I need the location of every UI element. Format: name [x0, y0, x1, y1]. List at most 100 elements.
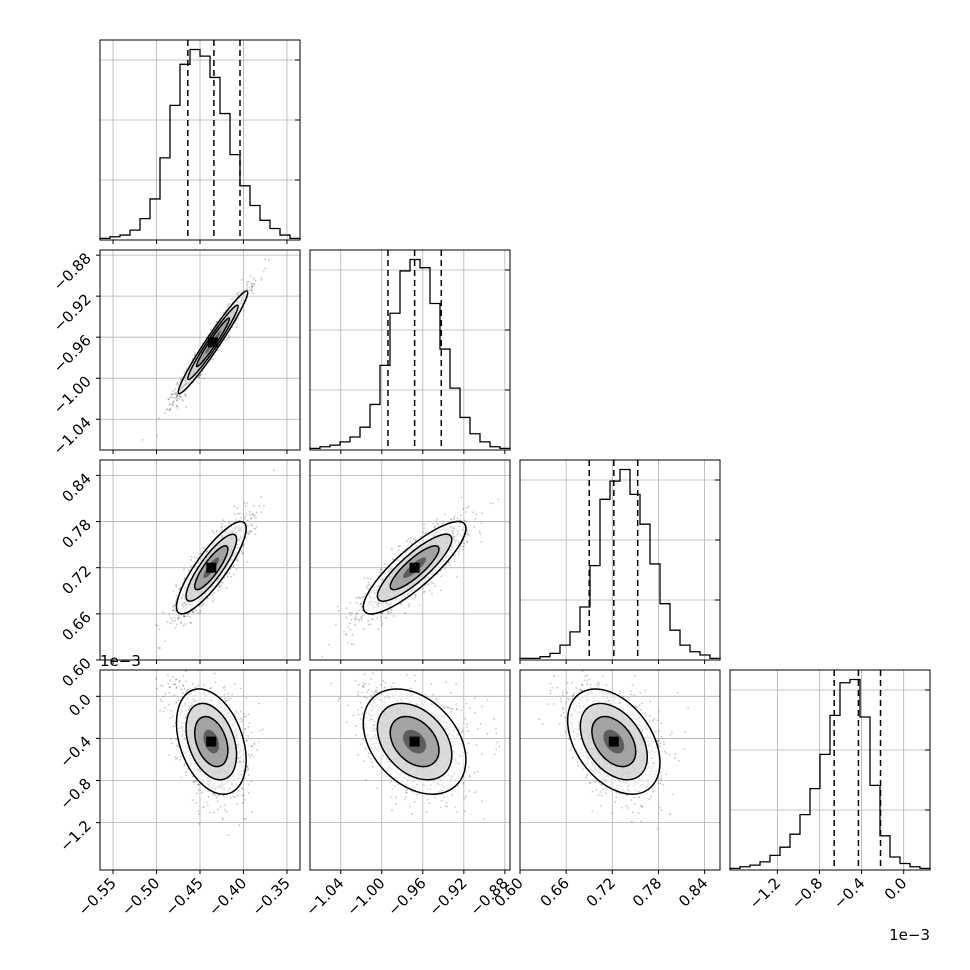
- sample-point: [414, 594, 417, 596]
- sample-point: [182, 624, 185, 627]
- sample-point: [423, 523, 426, 526]
- sample-point: [171, 393, 174, 395]
- sample-point: [351, 633, 354, 636]
- sample-point: [184, 394, 187, 397]
- density-peak: [208, 337, 218, 348]
- sample-point: [267, 259, 270, 261]
- sample-point: [175, 383, 178, 386]
- sample-point: [167, 398, 170, 401]
- sample-point: [354, 618, 356, 621]
- sample-point: [434, 525, 437, 528]
- sample-point: [176, 399, 179, 401]
- sample-point: [351, 611, 353, 614]
- sample-point: [224, 525, 227, 528]
- scatter-panel-1-2: [309, 459, 511, 664]
- sample-point: [158, 628, 161, 631]
- sample-point: [440, 575, 442, 578]
- sample-point: [203, 684, 205, 687]
- sample-point: [384, 616, 387, 619]
- sample-point: [199, 610, 202, 612]
- sample-point: [183, 765, 186, 767]
- sample-point: [344, 633, 347, 635]
- sample-point: [172, 605, 175, 607]
- sample-point: [371, 618, 373, 621]
- sample-point: [431, 592, 433, 595]
- sample-point: [357, 596, 360, 599]
- sample-point: [248, 532, 251, 535]
- sample-point: [183, 614, 186, 617]
- scatter-panel-frame: [99, 249, 301, 451]
- sample-point: [178, 395, 181, 397]
- sample-point: [231, 298, 233, 301]
- sample-point: [390, 611, 392, 614]
- sample-point: [355, 616, 357, 618]
- sample-point: [159, 684, 162, 687]
- sample-point: [190, 621, 192, 624]
- sample-point: [432, 522, 434, 525]
- sample-point: [176, 394, 178, 397]
- sample-point: [246, 530, 249, 533]
- sample-point: [367, 581, 370, 584]
- sample-point: [354, 624, 357, 626]
- sample-point: [364, 593, 367, 595]
- sample-point: [447, 561, 450, 564]
- sample-point: [237, 317, 239, 320]
- sample-point: [362, 627, 365, 630]
- sample-point: [235, 326, 238, 328]
- sample-point: [250, 284, 253, 286]
- sample-point: [233, 505, 236, 508]
- sample-point: [255, 511, 258, 514]
- sample-point: [172, 397, 175, 400]
- sample-point: [176, 382, 179, 385]
- sample-point: [233, 682, 236, 685]
- hist-panel-bg: [730, 670, 930, 870]
- sample-point: [387, 611, 390, 614]
- sample-point: [489, 502, 492, 504]
- sample-point: [463, 519, 466, 522]
- sample-point: [234, 513, 236, 516]
- sample-point: [242, 519, 245, 521]
- sample-point: [345, 616, 348, 619]
- sample-point: [214, 794, 217, 797]
- sample-point: [173, 604, 176, 607]
- sample-point: [215, 530, 218, 532]
- sample-point: [246, 561, 249, 563]
- sample-point: [360, 616, 363, 619]
- sample-point: [189, 621, 192, 624]
- sample-point: [273, 469, 276, 472]
- sample-point: [220, 585, 223, 587]
- sample-point: [447, 521, 450, 523]
- sample-point: [424, 590, 426, 593]
- sample-point: [164, 412, 166, 414]
- sample-point: [250, 745, 253, 748]
- sample-point: [450, 518, 452, 521]
- scatter-panel-0-3: [96, 669, 301, 874]
- sample-point: [465, 511, 467, 513]
- sample-point: [361, 605, 363, 608]
- sample-point: [212, 530, 214, 532]
- sample-point: [215, 796, 218, 799]
- sample-point: [422, 587, 425, 590]
- sample-point: [345, 633, 348, 636]
- sample-point: [462, 548, 464, 551]
- sample-point: [380, 568, 383, 571]
- sample-point: [491, 502, 494, 505]
- sample-point: [453, 515, 456, 518]
- sample-point: [423, 527, 425, 529]
- sample-point: [250, 287, 253, 290]
- sample-point: [355, 602, 358, 604]
- scatter-panel-frame: [99, 459, 301, 661]
- sample-point: [195, 802, 198, 804]
- sample-point: [172, 404, 175, 406]
- sample-point: [201, 602, 204, 605]
- sample-point: [202, 546, 205, 549]
- sample-point: [246, 765, 249, 768]
- sample-point: [328, 643, 330, 646]
- sample-point: [169, 408, 171, 411]
- sample-point: [178, 397, 180, 400]
- sample-point: [253, 527, 255, 530]
- sample-point: [228, 521, 231, 524]
- sample-point: [361, 619, 364, 621]
- sample-point: [235, 292, 238, 295]
- sample-point: [203, 378, 206, 380]
